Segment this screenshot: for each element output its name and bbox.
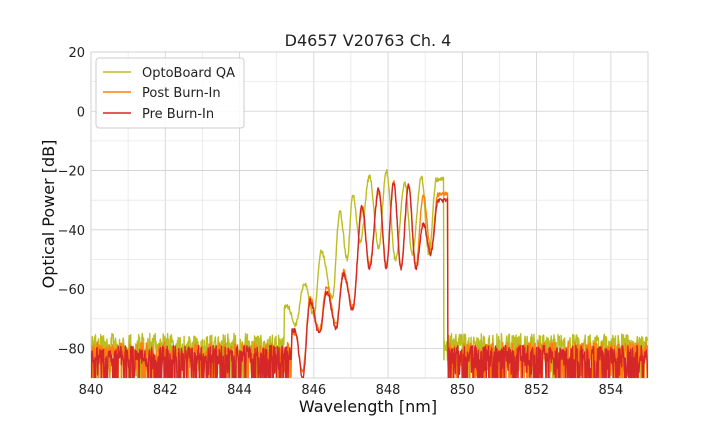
x-tick-label: 846 bbox=[301, 383, 326, 398]
y-tick-label: −60 bbox=[58, 283, 85, 298]
y-tick-label: −80 bbox=[58, 342, 85, 357]
y-tick-label: −40 bbox=[58, 224, 85, 239]
x-tick-label: 844 bbox=[227, 383, 252, 398]
x-tick-label: 842 bbox=[153, 383, 178, 398]
y-tick-label: 20 bbox=[68, 46, 85, 61]
tick-labels: 840 842 844 846 848 850 852 854 20 0 −20 −40 −60 −80 bbox=[58, 46, 624, 398]
x-axis-title: Wavelength [nm] bbox=[299, 397, 437, 416]
series-layer bbox=[91, 169, 648, 378]
legend-label-post-burn-in: Post Burn-In bbox=[142, 86, 221, 101]
x-tick-label: 840 bbox=[79, 383, 104, 398]
x-tick-label: 854 bbox=[598, 383, 623, 398]
legend: OptoBoard QA Post Burn-In Pre Burn-In bbox=[95, 57, 245, 129]
y-tick-label: −20 bbox=[58, 165, 85, 180]
x-tick-label: 848 bbox=[376, 383, 401, 398]
legend-label-optoboard-qa: OptoBoard QA bbox=[142, 66, 235, 81]
legend-box bbox=[95, 57, 245, 129]
y-axis-title: Optical Power [dB] bbox=[39, 140, 58, 289]
x-tick-label: 850 bbox=[450, 383, 475, 398]
plot-frame bbox=[90, 51, 649, 379]
series-line-pre-burn-in bbox=[91, 182, 648, 378]
legend-label-pre-burn-in: Pre Burn-In bbox=[142, 107, 214, 122]
x-tick-label: 852 bbox=[524, 383, 549, 398]
y-tick-label: 0 bbox=[77, 105, 85, 120]
chart-title: D4657 V20763 Ch. 4 bbox=[285, 31, 452, 50]
